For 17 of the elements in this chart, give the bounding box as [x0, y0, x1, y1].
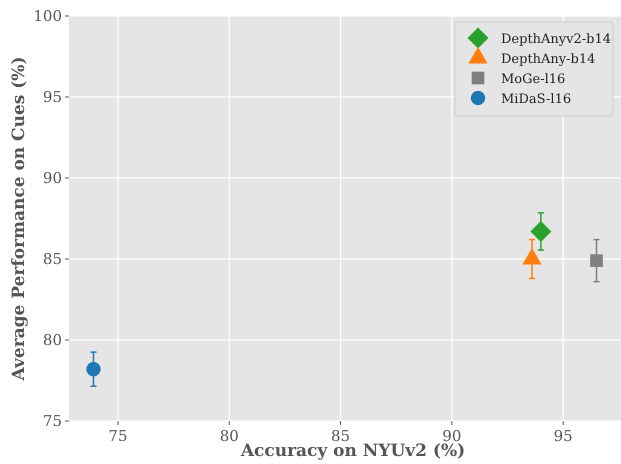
y-tick-label: 90	[42, 169, 62, 187]
y-axis-title: Average Performance on Cues (%)	[9, 56, 29, 382]
legend-label: DepthAnyv2-b14	[501, 32, 612, 47]
legend-label: MoGe-l16	[501, 72, 566, 87]
y-tick-label: 75	[42, 412, 62, 430]
y-tick-label: 100	[33, 7, 62, 25]
x-tick-label: 75	[108, 427, 128, 445]
y-tick-label: 80	[42, 331, 62, 349]
legend-label: MiDaS-l16	[501, 92, 572, 107]
y-tick-label: 95	[42, 88, 62, 106]
point	[530, 220, 552, 242]
y-tick-label: 85	[42, 250, 62, 268]
point	[86, 362, 101, 376]
x-tick-label: 95	[554, 427, 573, 445]
legend-label: DepthAny-b14	[501, 52, 596, 67]
x-tick-label: 80	[220, 427, 239, 445]
point	[590, 254, 603, 267]
